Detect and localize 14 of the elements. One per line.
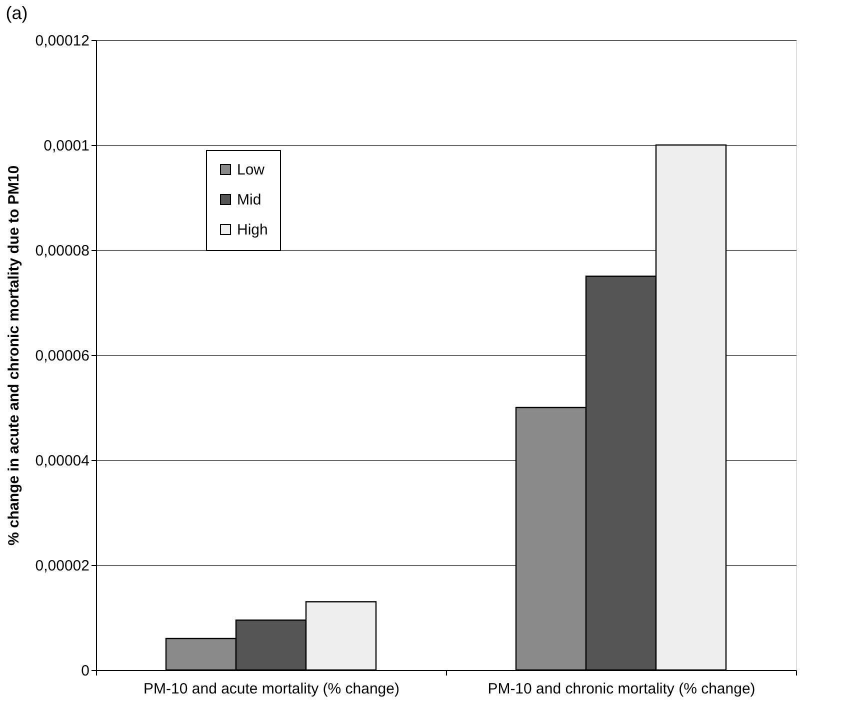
y-tick-label: 0,0001 [44, 138, 90, 154]
y-tick-label: 0,00012 [35, 32, 90, 50]
y-tick-label: 0 [81, 662, 90, 680]
y-tick-label: 0,00006 [35, 348, 90, 364]
legend-label: High [237, 222, 268, 238]
legend-label: Mid [237, 192, 262, 208]
y-tick-label: 0,00004 [35, 452, 90, 470]
chart-title: (a) [6, 3, 28, 23]
x-tick-label: PM-10 and acute mortality (% change) [144, 680, 400, 698]
y-tick-label: 0,00002 [35, 558, 90, 574]
legend-label: Low [237, 162, 265, 178]
y-tick-label: 0,00008 [35, 242, 90, 260]
x-tick-label: PM-10 and chronic mortality (% change) [488, 680, 756, 698]
y-axis-title: % change in acute and chronic mortality due to PM10 [5, 165, 22, 546]
